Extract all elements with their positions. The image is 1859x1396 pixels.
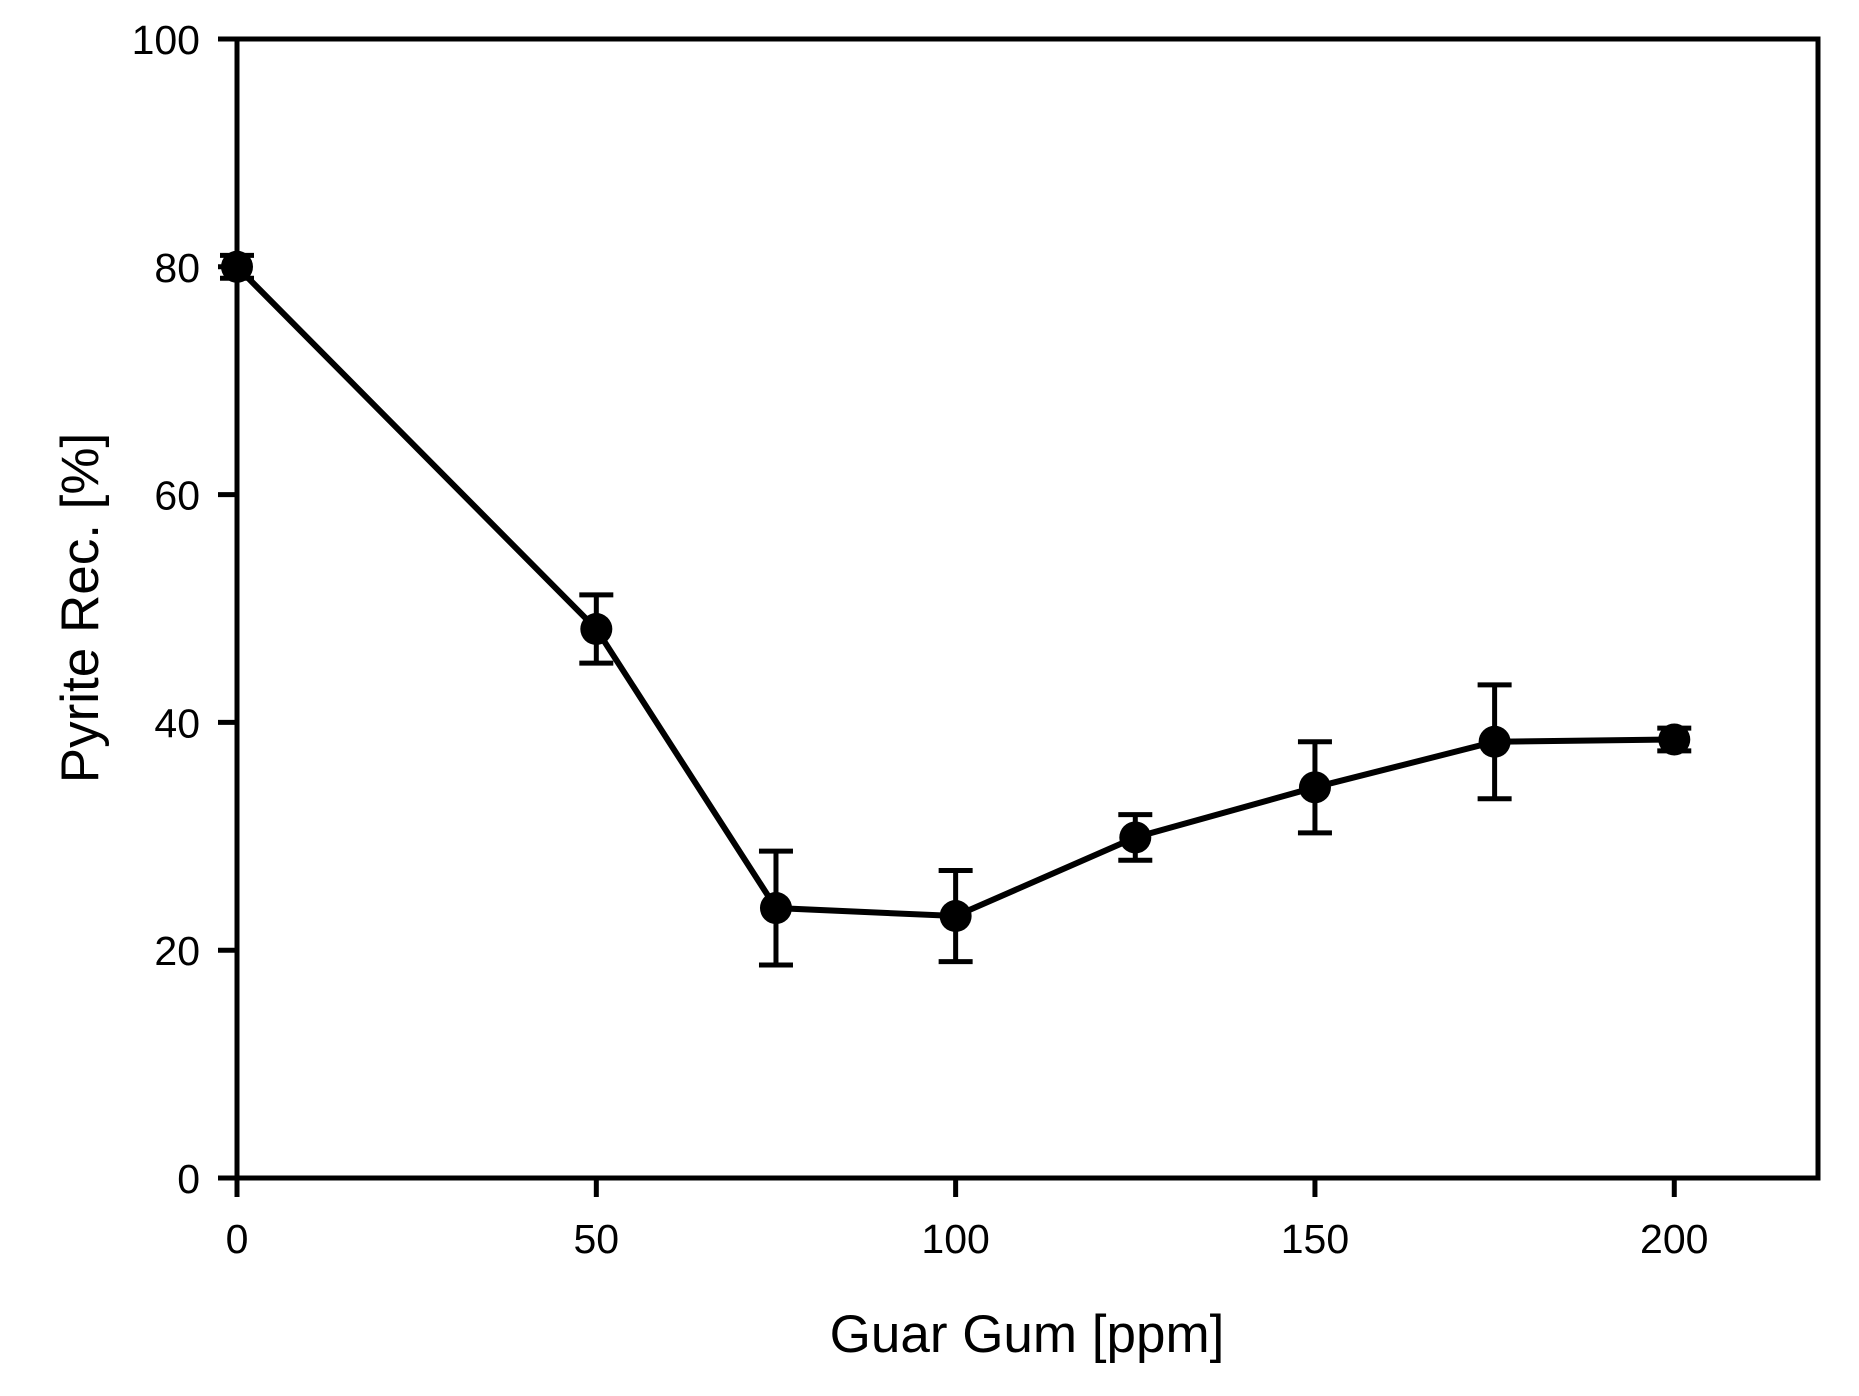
x-tick-label: 100 <box>921 1216 989 1262</box>
data-point-marker <box>759 892 792 925</box>
data-point-marker <box>939 900 972 933</box>
x-tick-label: 0 <box>226 1216 249 1262</box>
y-tick-label: 100 <box>132 17 200 63</box>
plot-frame <box>234 36 1821 1181</box>
data-point-marker <box>1658 723 1691 756</box>
data-point-marker <box>1298 771 1331 804</box>
y-tick-label: 40 <box>154 700 200 746</box>
x-tick-label: 50 <box>574 1216 620 1262</box>
series-line <box>234 264 1675 920</box>
data-point-marker <box>221 250 253 283</box>
data-point-marker <box>1478 725 1511 758</box>
x-tick-label: 150 <box>1281 1216 1349 1262</box>
y-axis-title: Pyrite Rec. [%] <box>51 433 110 783</box>
y-tick-label: 0 <box>177 1156 200 1202</box>
y-tick-label: 80 <box>154 245 200 291</box>
x-axis-title: Guar Gum [ppm] <box>830 1305 1225 1364</box>
data-point-marker <box>1119 821 1152 854</box>
data-point-marker <box>580 613 613 646</box>
plot-area: 0 50 100 150 200 0 20 40 60 80 100 <box>132 17 1821 1262</box>
x-tick-label: 200 <box>1640 1216 1708 1262</box>
y-tick-label: 60 <box>154 473 200 519</box>
y-tick-label: 20 <box>154 928 200 974</box>
